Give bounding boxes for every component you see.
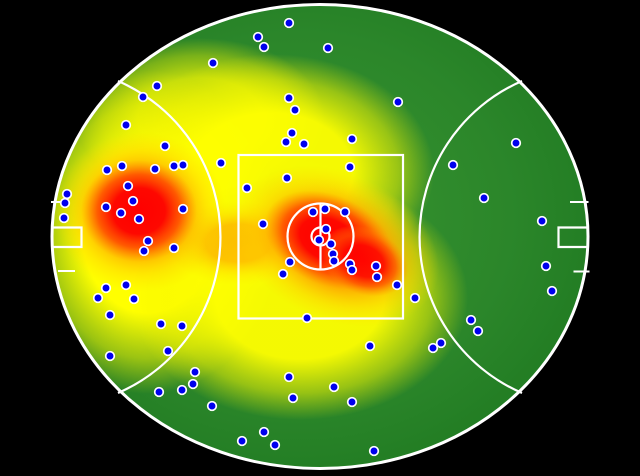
data-point <box>206 400 218 412</box>
centre-square <box>237 153 405 320</box>
data-point <box>120 119 132 131</box>
data-point <box>168 160 180 172</box>
data-point <box>307 206 319 218</box>
data-point <box>120 279 132 291</box>
data-point <box>138 245 150 257</box>
data-point <box>133 213 145 225</box>
heat-blob-red <box>81 160 197 262</box>
data-point <box>58 212 70 224</box>
data-point <box>104 350 116 362</box>
data-point <box>189 366 201 378</box>
data-point <box>269 439 281 451</box>
data-point <box>151 80 163 92</box>
data-point <box>427 342 439 354</box>
data-point <box>286 127 298 139</box>
data-point <box>280 136 292 148</box>
data-point <box>176 384 188 396</box>
data-point <box>322 42 334 54</box>
data-point <box>215 157 227 169</box>
data-point <box>465 314 477 326</box>
data-point <box>328 381 340 393</box>
data-point <box>284 256 296 268</box>
data-point <box>168 242 180 254</box>
data-point <box>313 234 325 246</box>
left-goal-square <box>51 226 83 249</box>
data-point <box>478 192 490 204</box>
data-point <box>59 197 71 209</box>
data-point <box>177 203 189 215</box>
data-point <box>104 309 116 321</box>
data-point <box>370 260 382 272</box>
data-point <box>137 91 149 103</box>
data-point <box>371 271 383 283</box>
scatter-points <box>58 17 558 457</box>
data-point <box>149 163 161 175</box>
data-point <box>435 337 447 349</box>
data-point <box>92 292 104 304</box>
data-point <box>409 292 421 304</box>
left-fifty-metre-arc <box>117 79 222 395</box>
data-point <box>283 17 295 29</box>
data-point <box>301 312 313 324</box>
data-point <box>346 133 358 145</box>
data-point <box>320 223 332 235</box>
data-point <box>325 238 337 250</box>
data-point <box>277 268 289 280</box>
data-point <box>207 57 219 69</box>
data-point <box>257 218 269 230</box>
data-point <box>101 164 113 176</box>
data-point <box>447 159 459 171</box>
data-point <box>159 140 171 152</box>
data-point <box>328 255 340 267</box>
data-point <box>258 41 270 53</box>
data-point <box>546 285 558 297</box>
data-point <box>116 160 128 172</box>
data-point <box>391 279 403 291</box>
data-point <box>258 426 270 438</box>
data-point <box>344 161 356 173</box>
data-point <box>289 104 301 116</box>
data-point <box>122 180 134 192</box>
data-point <box>283 371 295 383</box>
data-point <box>61 188 73 200</box>
right-fifty-metre-arc <box>418 79 523 395</box>
data-point <box>100 201 112 213</box>
data-point <box>536 215 548 227</box>
data-point <box>155 318 167 330</box>
data-point <box>364 340 376 352</box>
data-point <box>153 386 165 398</box>
data-point <box>346 264 358 276</box>
boundary-line <box>50 3 590 470</box>
data-point <box>319 203 331 215</box>
right-goal-square <box>557 226 589 249</box>
data-point <box>236 435 248 447</box>
data-point <box>283 92 295 104</box>
data-point <box>346 396 358 408</box>
data-point <box>281 172 293 184</box>
data-point <box>127 195 139 207</box>
data-point <box>100 282 112 294</box>
heat-blob-red <box>319 225 409 297</box>
data-point <box>298 138 310 150</box>
heat-layer <box>52 38 468 420</box>
data-point <box>115 207 127 219</box>
data-point <box>187 378 199 390</box>
data-point <box>368 445 380 457</box>
data-point <box>540 260 552 272</box>
field-markings <box>50 3 590 470</box>
data-point <box>287 392 299 404</box>
data-point <box>162 345 174 357</box>
data-point <box>392 96 404 108</box>
data-point <box>510 137 522 149</box>
data-point <box>128 293 140 305</box>
data-point <box>142 235 154 247</box>
data-point <box>176 320 188 332</box>
data-point <box>252 31 264 43</box>
data-point <box>177 159 189 171</box>
data-point <box>241 182 253 194</box>
data-point <box>472 325 484 337</box>
data-point <box>339 206 351 218</box>
